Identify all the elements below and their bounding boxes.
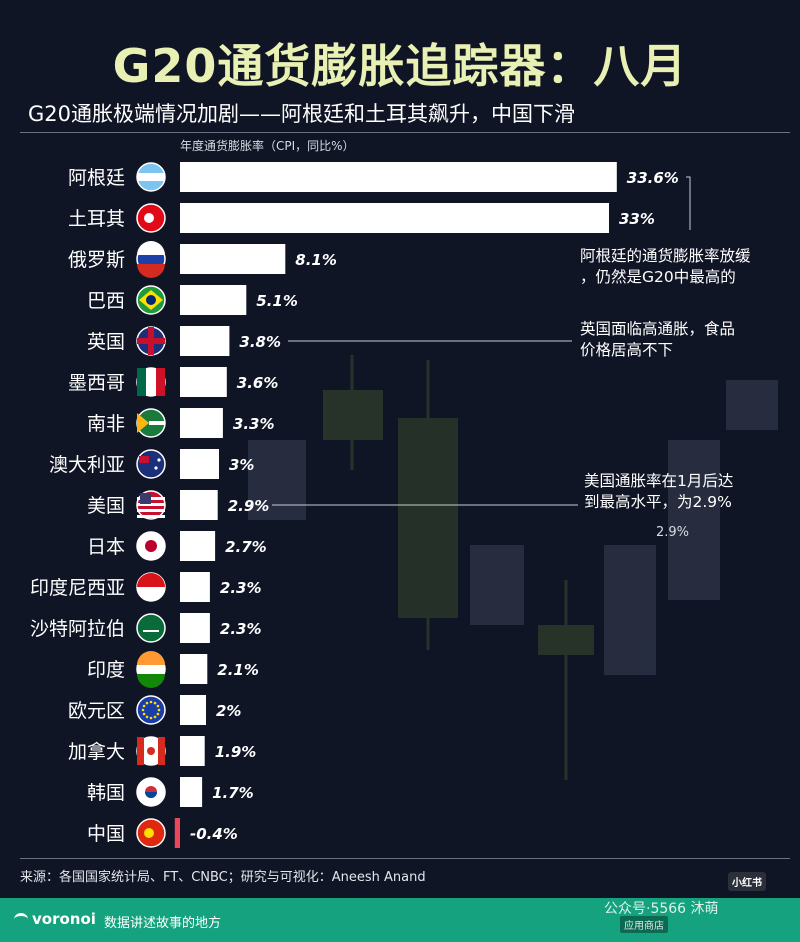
india-flag-icon — [136, 651, 166, 688]
top-divider — [20, 132, 790, 133]
japan-flag-icon — [136, 531, 166, 561]
category-label: 印度尼西亚 — [30, 577, 125, 599]
value-label: 2.3% — [220, 620, 262, 638]
category-label: 墨西哥 — [68, 372, 125, 394]
extra-value-label: 2.9% — [656, 525, 689, 540]
bottom-divider — [20, 858, 790, 859]
watermark-badge: 小红书 — [728, 872, 766, 891]
bar — [180, 367, 227, 397]
brand-name: voronoi — [32, 910, 96, 928]
bar — [180, 449, 219, 479]
category-label: 英国 — [87, 331, 125, 353]
value-label: 2.7% — [225, 538, 267, 556]
value-label: -0.4% — [190, 825, 238, 843]
value-label: 5.1% — [256, 292, 298, 310]
brand-logo: voronoi — [14, 910, 96, 928]
usa-flag-icon — [136, 490, 166, 520]
value-label: 3.6% — [237, 374, 279, 392]
category-label: 韩国 — [87, 782, 125, 804]
watermark-store: 应用商店 — [620, 916, 668, 933]
saudi-arabia-flag-icon — [136, 613, 166, 643]
category-label: 阿根廷 — [68, 167, 125, 189]
voronoi-logo-icon — [14, 913, 28, 926]
bar — [174, 818, 180, 848]
value-label: 33.6% — [627, 169, 679, 187]
value-label: 2.9% — [228, 497, 270, 515]
value-label: 2% — [216, 702, 241, 720]
category-label: 加拿大 — [68, 740, 125, 763]
page-subtitle: G20通胀极端情况加剧——阿根廷和土耳其飙升，中国下滑 — [28, 102, 575, 126]
value-label: 3% — [229, 456, 254, 474]
bar — [180, 244, 286, 274]
category-label: 土耳其 — [68, 208, 125, 230]
watermark-text: 公众号·5566 沐萌 — [604, 901, 719, 917]
brazil-flag-icon — [136, 285, 166, 315]
annotation-text: 到最高水平，为2.9% — [584, 493, 732, 511]
value-label: 1.9% — [215, 743, 257, 761]
indonesia-flag-icon — [136, 572, 166, 602]
value-label: 8.1% — [295, 251, 337, 269]
value-label: 3.8% — [239, 333, 281, 351]
bar — [180, 736, 205, 766]
value-label: 2.3% — [220, 579, 262, 597]
category-label: 中国 — [87, 823, 125, 845]
bar — [180, 326, 230, 356]
footer-bar: voronoi 数据讲述故事的地方 — [0, 898, 800, 942]
bar — [180, 490, 218, 520]
value-label: 33% — [619, 210, 655, 228]
bar — [180, 572, 210, 602]
category-label: 南非 — [87, 413, 125, 435]
bar — [180, 285, 247, 315]
bar — [180, 162, 617, 192]
category-label: 沙特阿拉伯 — [30, 618, 125, 640]
brand-tagline: 数据讲述故事的地方 — [104, 916, 222, 931]
uk-flag-icon — [136, 326, 166, 356]
category-label: 印度 — [87, 659, 125, 681]
annotation-text: 英国面临高通胀，食品 — [580, 320, 735, 338]
bar — [180, 654, 208, 684]
page-title: G20通货膨胀追踪器：八月 — [112, 39, 688, 93]
value-label: 1.7% — [212, 784, 254, 802]
bar — [180, 613, 210, 643]
category-label: 俄罗斯 — [68, 249, 125, 271]
canada-flag-icon — [136, 736, 166, 766]
axis-title: 年度通货膨胀率（CPI，同比%） — [180, 139, 355, 153]
turkey-flag-icon — [136, 203, 166, 233]
bar — [180, 203, 609, 233]
annotation-text: ，仍然是G20中最高的 — [580, 268, 736, 286]
south-africa-flag-icon — [136, 408, 166, 438]
argentina-flag-icon — [136, 162, 166, 192]
eurozone-flag-icon — [136, 695, 166, 725]
mexico-flag-icon — [136, 367, 166, 397]
value-label: 2.1% — [217, 661, 259, 679]
china-flag-icon — [136, 818, 166, 848]
bar — [180, 408, 223, 438]
annotation-connector — [686, 176, 691, 230]
category-label: 澳大利亚 — [49, 454, 125, 476]
bar — [180, 531, 216, 561]
category-label: 欧元区 — [68, 700, 125, 722]
bar — [180, 695, 206, 725]
annotation-text: 美国通胀率在1月后达 — [584, 472, 733, 490]
value-label: 3.3% — [233, 415, 275, 433]
russia-flag-icon — [136, 241, 166, 278]
australia-flag-icon — [136, 449, 166, 479]
bar — [180, 777, 203, 807]
category-label: 美国 — [87, 495, 125, 517]
south-korea-flag-icon — [136, 777, 166, 807]
annotation-text: 阿根廷的通货膨胀率放缓 — [580, 247, 751, 265]
annotation-text: 价格居高不下 — [580, 341, 673, 359]
category-label: 日本 — [87, 536, 125, 558]
source-note: 来源：各国国家统计局、FT、CNBC；研究与可视化：Aneesh Anand — [20, 870, 426, 885]
category-label: 巴西 — [87, 290, 125, 312]
